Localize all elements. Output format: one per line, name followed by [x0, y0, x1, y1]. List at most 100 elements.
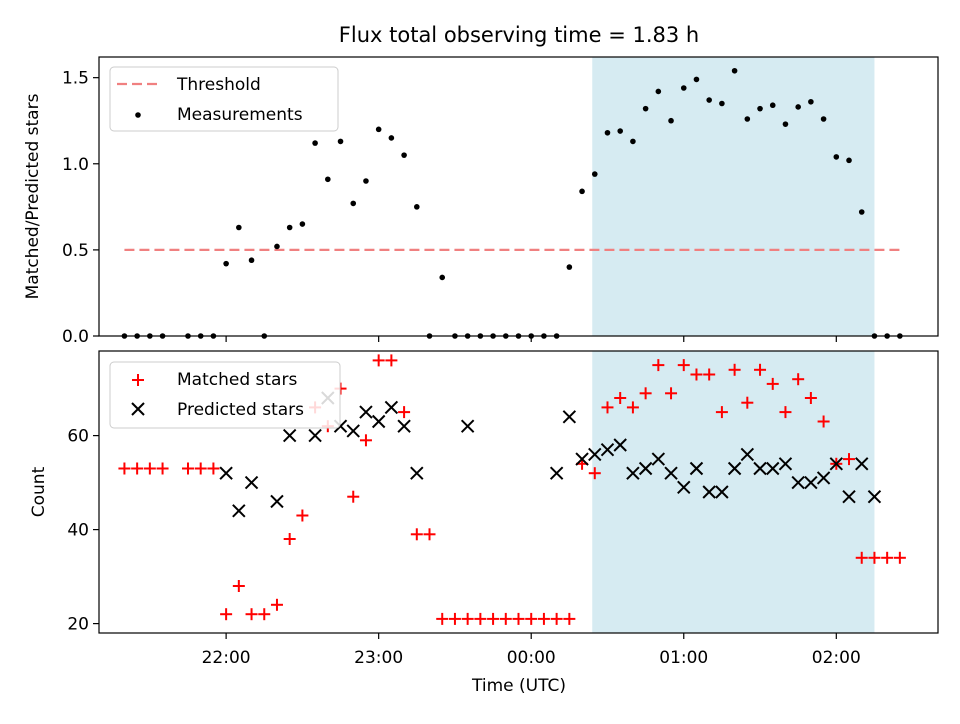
- matched-star-point: [410, 528, 423, 541]
- matched-star-point: [855, 551, 868, 564]
- measurement-point: [439, 274, 446, 281]
- predicted-stars-series: [219, 391, 882, 518]
- predicted-star-point: [816, 471, 831, 485]
- matched-star-point: [461, 612, 474, 625]
- top-y-tick-label: 1.0: [62, 155, 89, 175]
- predicted-star-point: [359, 405, 373, 419]
- x-axis-label: Time (UTC): [471, 676, 566, 696]
- matched-star-point: [131, 462, 144, 475]
- matched-star-point: [677, 359, 690, 372]
- predicted-star-point: [740, 447, 755, 462]
- bottom-y-axis: 20 40 60: [67, 427, 99, 635]
- predicted-star-point: [766, 461, 780, 476]
- predicted-star-point: [715, 485, 729, 499]
- predicted-star-point: [588, 447, 602, 462]
- matched-star-point: [232, 580, 245, 592]
- predicted-star-point: [371, 414, 386, 429]
- matched-star-point: [703, 368, 716, 381]
- bottom-panel: 20 40 60 22:00 23:00 00:00 01:00 02:00 Count T…: [29, 350, 939, 696]
- bottom-x-axis: 22:00 23:00 00:00 01:00 02:00: [202, 633, 861, 668]
- matched-star-point: [347, 490, 360, 503]
- measurement-point: [795, 104, 801, 110]
- matched-star-point: [423, 528, 436, 541]
- predicted-star-point: [664, 466, 678, 480]
- measurement-point: [286, 224, 293, 231]
- measurement-point: [312, 140, 318, 146]
- predicted-star-point: [638, 461, 653, 476]
- predicted-star-point: [270, 494, 284, 509]
- measurement-point: [769, 102, 776, 109]
- predicted-star-point: [460, 419, 475, 433]
- top-x-ticks: [225, 336, 837, 342]
- measurement-point: [274, 243, 280, 250]
- top-panel: 0.0 0.5 1.0 1.5 Matched/Predicted stars: [23, 56, 939, 347]
- predicted-star-point: [600, 442, 615, 457]
- matched-star-point: [436, 612, 449, 625]
- predicted-star-point: [778, 457, 793, 471]
- bottom-y-tick-label: 60: [67, 427, 89, 447]
- matched-star-point: [220, 608, 233, 621]
- x-tick-label: 00:00: [507, 648, 556, 668]
- predicted-star-point: [626, 466, 640, 480]
- measurement-point: [299, 221, 306, 227]
- matched-star-point: [843, 453, 856, 466]
- predicted-star-point: [384, 400, 399, 415]
- bottom-observing-window: [592, 351, 875, 633]
- matched-star-point: [868, 551, 881, 564]
- matched-stars-series: [118, 354, 906, 625]
- predicted-star-point: [232, 504, 246, 518]
- matched-star-point: [398, 406, 411, 419]
- matched-star-point: [499, 612, 512, 625]
- legend-matched-marker: [132, 374, 144, 386]
- predicted-star-point: [677, 480, 691, 495]
- x-tick-label: 02:00: [812, 648, 861, 668]
- predicted-star-point: [549, 466, 564, 480]
- matched-star-point: [754, 363, 767, 376]
- legend-predicted-label: Predicted stars: [177, 400, 304, 420]
- legend-threshold-label: Threshold: [176, 75, 261, 95]
- x-tick-label: 23:00: [354, 648, 403, 668]
- predicted-star-point: [753, 461, 767, 476]
- matched-star-point: [652, 359, 665, 372]
- x-tick-label: 22:00: [202, 648, 251, 668]
- legend-measurements-marker: [135, 112, 141, 118]
- predicted-star-point: [410, 466, 424, 480]
- matched-star-point: [665, 387, 678, 400]
- measurement-point: [731, 67, 738, 74]
- predicted-star-point: [562, 410, 577, 424]
- top-legend: Threshold Measurements: [109, 66, 339, 132]
- top-y-tick-label: 0.0: [62, 327, 89, 347]
- measurement-point: [846, 157, 852, 164]
- measurement-point: [604, 129, 611, 136]
- matched-star-point: [258, 608, 271, 621]
- bottom-legend: Matched stars Predicted stars: [109, 361, 341, 429]
- measurement-point: [337, 138, 344, 145]
- matched-star-point: [296, 509, 309, 522]
- measurement-point: [350, 200, 357, 207]
- matched-star-point: [626, 401, 639, 414]
- top-y-axis-label: Matched/Predicted stars: [23, 93, 43, 299]
- predicted-star-point: [689, 461, 704, 476]
- matched-star-point: [448, 612, 461, 625]
- predicted-star-point: [727, 461, 742, 476]
- measurement-point: [808, 98, 814, 105]
- matched-star-point: [614, 392, 627, 404]
- top-y-tick-label: 0.5: [62, 241, 89, 261]
- legend-predicted-marker: [131, 402, 145, 416]
- measurement-point: [579, 188, 585, 195]
- measurement-point: [642, 105, 649, 112]
- matched-star-point: [359, 434, 372, 447]
- top-observing-window: [592, 57, 875, 336]
- legend-matched-label: Matched stars: [177, 370, 297, 390]
- bottom-axes-frame: [98, 350, 939, 634]
- predicted-star-point: [244, 475, 259, 490]
- matched-star-point: [156, 462, 169, 475]
- matched-star-point: [817, 415, 830, 428]
- predicted-star-point: [791, 475, 805, 490]
- measurement-point: [757, 105, 763, 112]
- measurement-point: [414, 204, 420, 210]
- matched-star-point: [194, 462, 207, 475]
- matched-star-point: [550, 612, 563, 625]
- x-tick-label: 01:00: [659, 648, 708, 668]
- matched-star-point: [588, 467, 601, 480]
